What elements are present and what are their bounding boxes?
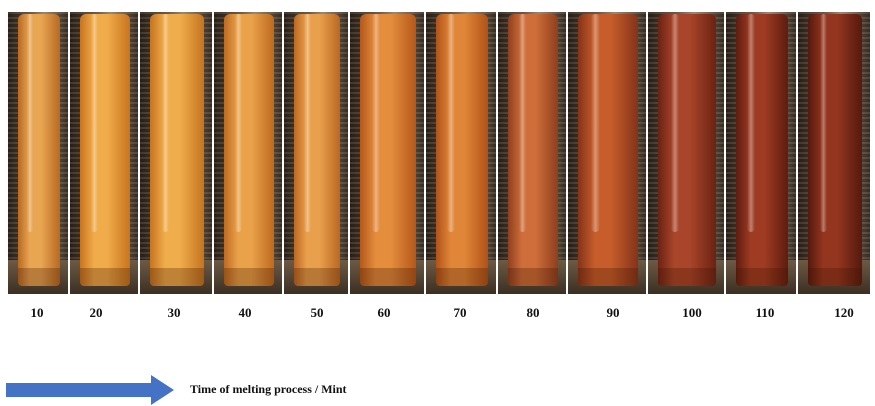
sample-tube: [80, 14, 130, 286]
sample-panel: [798, 12, 870, 294]
sample-panel: [140, 12, 212, 294]
axis-caption: Time of melting process / Mint: [190, 382, 347, 396]
sample-tube: [658, 14, 716, 286]
sample-time-label: 110: [755, 305, 775, 320]
sample-panel: [568, 12, 646, 294]
sample-time-label: 10: [30, 305, 44, 320]
sample-time-label: 60: [377, 305, 391, 320]
sample-panel: [426, 12, 496, 294]
sample-time-label: 70: [453, 305, 467, 320]
sample-time-label: 80: [526, 305, 540, 320]
sample-tube: [736, 14, 788, 286]
sample-panel: [498, 12, 566, 294]
sample-panel: [8, 12, 68, 294]
sample-time-label: 90: [606, 305, 620, 320]
sample-tube: [150, 14, 204, 286]
sample-tube: [508, 14, 558, 286]
sample-time-label: 20: [89, 305, 103, 320]
sample-time-label: 50: [310, 305, 324, 320]
sample-tube: [18, 14, 60, 286]
sample-panel: [284, 12, 348, 294]
sample-time-label: 100: [682, 305, 702, 320]
sample-time-label: 40: [238, 305, 252, 320]
sample-panel: [648, 12, 724, 294]
sample-tube: [294, 14, 340, 286]
sample-time-label: 30: [167, 305, 181, 320]
sample-tube: [578, 14, 638, 286]
sample-tube: [436, 14, 488, 286]
sample-tube: [808, 14, 862, 286]
sample-panel: [214, 12, 282, 294]
sample-panel: [70, 12, 138, 294]
time-arrow-icon: [6, 375, 174, 405]
sample-panel: [350, 12, 424, 294]
sample-photo-strip: [8, 12, 870, 294]
sample-tube: [360, 14, 416, 286]
sample-time-label: 120: [834, 305, 854, 320]
sample-panel: [726, 12, 796, 294]
sample-tube: [224, 14, 274, 286]
